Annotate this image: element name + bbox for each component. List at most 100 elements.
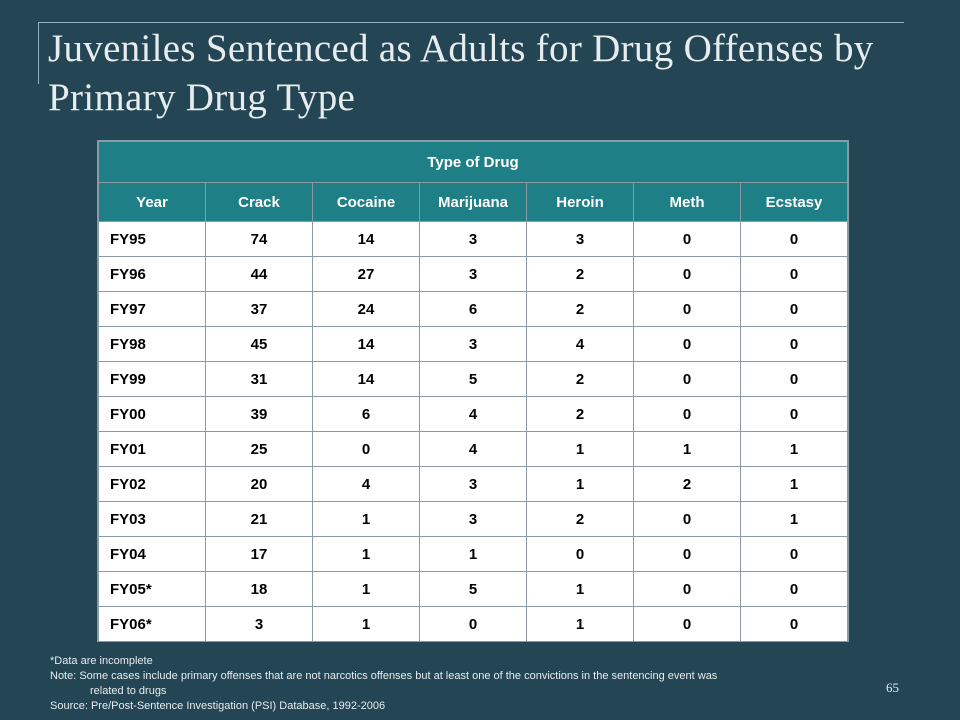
value-cell-heroin: 1 bbox=[526, 571, 634, 607]
value-cell-crack: 18 bbox=[205, 571, 313, 607]
page-number: 65 bbox=[886, 680, 899, 695]
value-cell-ecstasy: 0 bbox=[740, 361, 848, 397]
value-cell-cocaine: 1 bbox=[312, 501, 420, 537]
value-cell-cocaine: 4 bbox=[312, 466, 420, 502]
value-cell-crack: 17 bbox=[205, 536, 313, 572]
column-header-marijuana: Marijuana bbox=[419, 182, 527, 222]
column-header-ecstasy: Ecstasy bbox=[740, 182, 848, 222]
table-row: FY00 39 6 4 2 0 0 bbox=[98, 396, 848, 432]
value-cell-meth: 0 bbox=[633, 221, 741, 257]
value-cell-heroin: 1 bbox=[526, 431, 634, 467]
drug-type-table: Type of Drug Year Crack Cocaine Marijuana He… bbox=[97, 140, 849, 642]
table-row: FY03 21 1 3 2 0 1 bbox=[98, 501, 848, 537]
value-cell-meth: 0 bbox=[633, 326, 741, 362]
value-cell-meth: 0 bbox=[633, 571, 741, 607]
value-cell-heroin: 4 bbox=[526, 326, 634, 362]
top-accent-rule bbox=[38, 22, 904, 23]
value-cell-meth: 0 bbox=[633, 536, 741, 572]
year-cell: FY00 bbox=[98, 396, 206, 432]
year-cell: FY06* bbox=[98, 606, 206, 642]
value-cell-heroin: 2 bbox=[526, 361, 634, 397]
value-cell-marijuana: 3 bbox=[419, 326, 527, 362]
value-cell-cocaine: 27 bbox=[312, 256, 420, 292]
value-cell-marijuana: 3 bbox=[419, 221, 527, 257]
value-cell-marijuana: 3 bbox=[419, 466, 527, 502]
value-cell-ecstasy: 0 bbox=[740, 326, 848, 362]
value-cell-cocaine: 14 bbox=[312, 221, 420, 257]
value-cell-ecstasy: 1 bbox=[740, 501, 848, 537]
value-cell-marijuana: 3 bbox=[419, 501, 527, 537]
year-cell: FY96 bbox=[98, 256, 206, 292]
value-cell-cocaine: 0 bbox=[312, 431, 420, 467]
value-cell-marijuana: 5 bbox=[419, 361, 527, 397]
year-cell: FY03 bbox=[98, 501, 206, 537]
value-cell-meth: 0 bbox=[633, 256, 741, 292]
year-cell: FY97 bbox=[98, 291, 206, 327]
value-cell-marijuana: 4 bbox=[419, 396, 527, 432]
value-cell-cocaine: 24 bbox=[312, 291, 420, 327]
table-body: FY95 74 14 3 3 0 0 FY96 44 27 3 2 0 0 FY97 37 24 6 2 0 0 FY98… bbox=[98, 221, 848, 642]
value-cell-heroin: 2 bbox=[526, 256, 634, 292]
table-row: FY96 44 27 3 2 0 0 bbox=[98, 256, 848, 292]
value-cell-cocaine: 1 bbox=[312, 571, 420, 607]
value-cell-crack: 74 bbox=[205, 221, 313, 257]
column-header-crack: Crack bbox=[205, 182, 313, 222]
value-cell-crack: 3 bbox=[205, 606, 313, 642]
value-cell-meth: 0 bbox=[633, 606, 741, 642]
column-header-year: Year bbox=[98, 182, 206, 222]
year-cell: FY99 bbox=[98, 361, 206, 397]
value-cell-heroin: 0 bbox=[526, 536, 634, 572]
value-cell-cocaine: 14 bbox=[312, 326, 420, 362]
value-cell-meth: 0 bbox=[633, 291, 741, 327]
value-cell-marijuana: 3 bbox=[419, 256, 527, 292]
value-cell-marijuana: 5 bbox=[419, 571, 527, 607]
value-cell-ecstasy: 1 bbox=[740, 431, 848, 467]
value-cell-heroin: 1 bbox=[526, 466, 634, 502]
table-row: FY05* 18 1 5 1 0 0 bbox=[98, 571, 848, 607]
footnotes: *Data are incomplete Note: Some cases in… bbox=[50, 654, 870, 714]
year-cell: FY05* bbox=[98, 571, 206, 607]
value-cell-meth: 1 bbox=[633, 431, 741, 467]
column-header-row: Year Crack Cocaine Marijuana Heroin Meth Ecsta… bbox=[98, 182, 848, 222]
slide-title: Juveniles Sentenced as Adults for Drug O… bbox=[48, 27, 874, 119]
value-cell-meth: 0 bbox=[633, 361, 741, 397]
table-group-header: Type of Drug bbox=[98, 141, 848, 183]
value-cell-marijuana: 4 bbox=[419, 431, 527, 467]
column-header-meth: Meth bbox=[633, 182, 741, 222]
value-cell-cocaine: 6 bbox=[312, 396, 420, 432]
value-cell-heroin: 2 bbox=[526, 501, 634, 537]
value-cell-crack: 25 bbox=[205, 431, 313, 467]
value-cell-heroin: 2 bbox=[526, 396, 634, 432]
value-cell-cocaine: 1 bbox=[312, 606, 420, 642]
value-cell-crack: 44 bbox=[205, 256, 313, 292]
table-row: FY97 37 24 6 2 0 0 bbox=[98, 291, 848, 327]
value-cell-ecstasy: 0 bbox=[740, 396, 848, 432]
table-row: FY98 45 14 3 4 0 0 bbox=[98, 326, 848, 362]
value-cell-ecstasy: 0 bbox=[740, 291, 848, 327]
value-cell-marijuana: 0 bbox=[419, 606, 527, 642]
year-cell: FY98 bbox=[98, 326, 206, 362]
value-cell-heroin: 2 bbox=[526, 291, 634, 327]
value-cell-ecstasy: 0 bbox=[740, 221, 848, 257]
value-cell-marijuana: 6 bbox=[419, 291, 527, 327]
column-header-heroin: Heroin bbox=[526, 182, 634, 222]
value-cell-crack: 21 bbox=[205, 501, 313, 537]
footnote-note-continuation: related to drugs bbox=[90, 685, 167, 697]
value-cell-crack: 39 bbox=[205, 396, 313, 432]
value-cell-crack: 31 bbox=[205, 361, 313, 397]
table-row: FY04 17 1 1 0 0 0 bbox=[98, 536, 848, 572]
value-cell-cocaine: 1 bbox=[312, 536, 420, 572]
value-cell-heroin: 1 bbox=[526, 606, 634, 642]
value-cell-meth: 0 bbox=[633, 396, 741, 432]
column-header-cocaine: Cocaine bbox=[312, 182, 420, 222]
value-cell-meth: 0 bbox=[633, 501, 741, 537]
table-row: FY02 20 4 3 1 2 1 bbox=[98, 466, 848, 502]
footnote-source: Source: Pre/Post-Sentence Investigation … bbox=[50, 700, 386, 712]
footnote-incomplete: *Data are incomplete bbox=[50, 655, 153, 667]
value-cell-ecstasy: 0 bbox=[740, 536, 848, 572]
value-cell-cocaine: 14 bbox=[312, 361, 420, 397]
value-cell-crack: 45 bbox=[205, 326, 313, 362]
value-cell-crack: 37 bbox=[205, 291, 313, 327]
table-row: FY06* 3 1 0 1 0 0 bbox=[98, 606, 848, 642]
value-cell-ecstasy: 0 bbox=[740, 256, 848, 292]
